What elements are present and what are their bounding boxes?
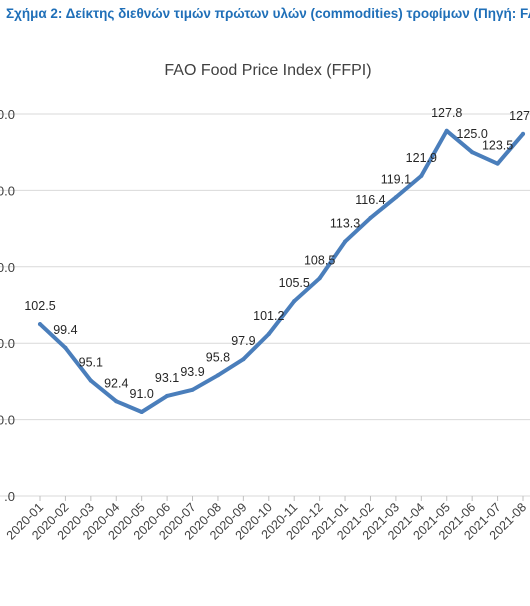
- data-point: [241, 357, 246, 362]
- y-tick-label: 0.0: [0, 107, 15, 122]
- data-label: 102.5: [24, 299, 55, 313]
- data-point: [266, 332, 271, 337]
- data-label: 119.1: [381, 172, 411, 186]
- y-tick-label: 0.0: [0, 183, 15, 198]
- y-tick-label: 0.0: [0, 260, 15, 275]
- y-tick-label: 0.0: [0, 413, 15, 428]
- data-label: 97.9: [231, 334, 255, 348]
- data-label: 121.9: [406, 151, 437, 165]
- x-axis-ticks: 2020-012020-022020-032020-042020-052020-…: [4, 496, 529, 543]
- y-tick-label: 0.0: [0, 336, 15, 351]
- y-axis-ticks: .0 0.0 0.0 0.0 0.0 0.0: [0, 107, 15, 504]
- data-label: 91.0: [130, 387, 154, 401]
- series-line-layer: [38, 128, 525, 414]
- data-point: [317, 276, 322, 281]
- data-point: [190, 387, 195, 392]
- data-point: [38, 322, 42, 327]
- data-label: 105.5: [279, 276, 310, 290]
- data-point: [419, 173, 424, 178]
- data-point: [521, 131, 525, 136]
- data-label: 99.4: [53, 323, 77, 337]
- data-point: [114, 399, 119, 404]
- y-tick-label: .0: [4, 489, 15, 504]
- data-label: 92.4: [104, 376, 128, 390]
- data-point: [343, 239, 348, 244]
- figure-caption: Σχήμα 2: Δείκτης διεθνών τιμών πρώτων υλ…: [6, 6, 530, 21]
- data-label: 95.1: [79, 356, 103, 370]
- data-point: [63, 345, 68, 350]
- data-label: 108.5: [304, 253, 335, 267]
- data-label: 125.0: [457, 127, 488, 141]
- data-label: 113.3: [330, 217, 360, 231]
- series-line: [38, 128, 525, 414]
- data-point: [292, 299, 297, 304]
- chart-title: FAO Food Price Index (FFPI): [164, 62, 371, 79]
- data-point: [444, 128, 449, 133]
- data-label: 93.9: [180, 365, 204, 379]
- data-label: 101.2: [253, 309, 284, 323]
- gridlines: [0, 113, 530, 497]
- data-label: 127.8: [431, 106, 462, 120]
- data-point: [495, 161, 500, 166]
- data-label: 93.1: [155, 371, 179, 385]
- data-label: 116.4: [355, 193, 385, 207]
- data-label: 123.5: [482, 139, 513, 153]
- data-point: [470, 150, 475, 155]
- data-point: [368, 215, 373, 220]
- data-label: 127: [509, 109, 530, 123]
- data-point: [165, 393, 170, 398]
- data-point: [88, 378, 93, 383]
- data-point: [393, 195, 398, 200]
- data-point: [139, 409, 144, 414]
- data-point: [215, 373, 220, 378]
- data-label: 95.8: [206, 350, 230, 364]
- data-labels: 102.5 99.4 95.192.491.093.1 93.995.897.9 101…: [24, 106, 530, 414]
